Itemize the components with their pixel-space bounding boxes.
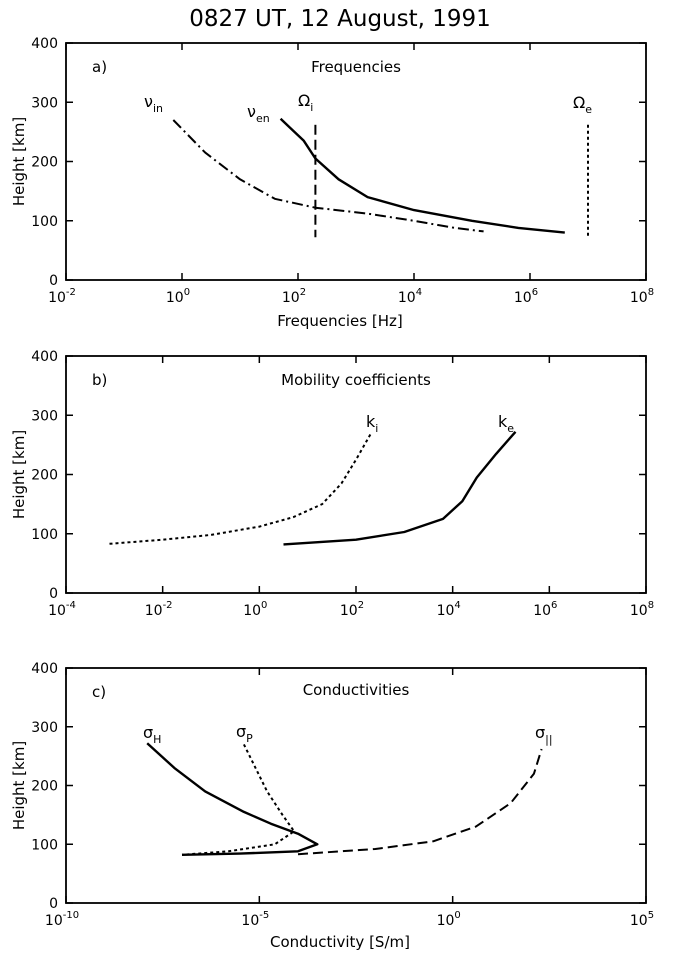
panel-title: Frequencies <box>311 58 401 76</box>
y-tick-label: 300 <box>31 95 58 111</box>
x-axis-label: Conductivity [S/m] <box>270 933 410 951</box>
series-label: σH <box>143 723 161 746</box>
series-label: Ωi <box>298 91 313 114</box>
series-label: σ|| <box>535 723 553 746</box>
x-tick-label: 100 <box>437 910 461 929</box>
x-tick-label: 106 <box>533 600 557 619</box>
panel-title: Mobility coefficients <box>281 371 431 389</box>
series-label: νin <box>144 92 163 115</box>
x-tick-label: 104 <box>398 287 422 306</box>
series-parpar-line <box>297 748 543 856</box>
y-tick-label: 200 <box>31 779 58 795</box>
panel-letter: b) <box>92 371 107 389</box>
series-ki-line <box>109 433 372 545</box>
series-label: Ωe <box>573 93 592 116</box>
x-tick-label: 106 <box>514 287 538 306</box>
y-tick-label: 300 <box>31 720 58 736</box>
x-tick-label: 10-2 <box>48 287 76 306</box>
panels: 10-2 100 102 104 106 108 0 100 200 300 400 a) Freque… <box>10 36 654 951</box>
chart-panel-1: 10-2 100 102 104 106 108 0 100 200 300 400 a) Freque… <box>10 36 654 330</box>
x-tick-label: 10-10 <box>45 910 79 929</box>
y-tick-label: 300 <box>31 408 58 424</box>
x-tick-label: 104 <box>437 600 461 619</box>
x-tick-label: 10-2 <box>145 600 173 619</box>
x-tick-label: 100 <box>243 600 267 619</box>
series-P-line <box>181 743 296 856</box>
chart-panel-3: 10-10 10-5 100 105 0 100 200 300 400 c) Conductivi… <box>10 661 654 951</box>
series-label: σP <box>236 722 253 745</box>
series-label: ki <box>366 412 378 435</box>
y-tick-label: 0 <box>49 273 58 289</box>
y-tick-label: 400 <box>31 349 58 365</box>
series-label: νen <box>247 102 270 125</box>
y-axis-label: Height [km] <box>10 430 28 519</box>
y-tick-label: 0 <box>49 896 58 912</box>
x-axis-label: Frequencies [Hz] <box>277 312 402 330</box>
x-tick-label: 10-4 <box>48 600 76 619</box>
plot-frame <box>65 42 647 281</box>
y-tick-label: 100 <box>31 837 58 853</box>
y-tick-label: 400 <box>31 661 58 677</box>
panel-letter: c) <box>92 683 106 701</box>
x-tick-label: 108 <box>630 287 654 306</box>
y-tick-label: 200 <box>31 468 58 484</box>
plot-frame <box>65 355 647 594</box>
chart-panel-2: 10-4 10-2 100 102 104 106 108 0 100 200 300 400 b) Mo… <box>10 349 654 619</box>
x-tick-label: 102 <box>282 287 306 306</box>
y-tick-label: 0 <box>49 586 58 602</box>
y-axis-label: Height [km] <box>10 117 28 206</box>
x-tick-label: 100 <box>166 287 190 306</box>
series-H-line <box>146 742 319 856</box>
series-en-line <box>279 117 565 234</box>
y-tick-label: 100 <box>31 527 58 543</box>
panel-letter: a) <box>92 58 107 76</box>
x-tick-label: 108 <box>630 600 654 619</box>
series-ke-line <box>283 431 517 546</box>
x-tick-label: 10-5 <box>241 910 269 929</box>
figure-title: 0827 UT, 12 August, 1991 <box>189 6 491 32</box>
panel-title: Conductivities <box>303 681 410 699</box>
x-tick-label: 105 <box>630 910 654 929</box>
y-axis-label: Height [km] <box>10 741 28 830</box>
plot-frame <box>65 667 647 904</box>
y-tick-label: 400 <box>31 36 58 52</box>
series-label: ke <box>498 412 514 435</box>
y-tick-label: 200 <box>31 155 58 171</box>
x-tick-label: 102 <box>340 600 364 619</box>
y-tick-label: 100 <box>31 214 58 230</box>
